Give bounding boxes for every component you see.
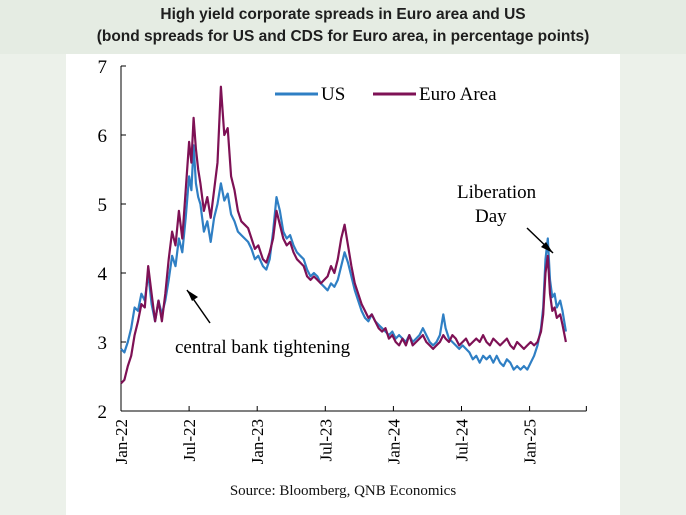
- legend-label-us: US: [321, 84, 345, 105]
- x-tick-label: Jul-22: [180, 419, 199, 462]
- x-tick-label: Jan-22: [112, 419, 131, 464]
- series-line-us: [120, 144, 567, 371]
- y-tick-label: 4: [98, 264, 108, 285]
- chart-subtitle: (bond spreads for US and CDS for Euro ar…: [96, 28, 590, 45]
- liberation-day-arrowhead: [541, 242, 553, 253]
- y-tick-label: 6: [98, 126, 108, 147]
- chart-title: High yield corporate spreads in Euro are…: [160, 6, 526, 23]
- chart-series: [120, 85, 567, 385]
- annotation-day: Day: [475, 206, 507, 227]
- y-tick-label: 5: [98, 195, 108, 216]
- title-banner: High yield corporate spreads in Euro are…: [0, 0, 686, 54]
- x-tick-label: Jan-24: [384, 419, 403, 465]
- y-tick-label: 3: [98, 333, 108, 354]
- left-margin-panel: [0, 54, 66, 515]
- chart-annotations: central bank tightening Liberation Day: [175, 182, 554, 358]
- x-tick-label: Jan-25: [521, 419, 540, 464]
- x-tick-label: Jul-24: [453, 419, 472, 462]
- y-tick-label: 7: [98, 57, 108, 78]
- x-tick-label: Jul-23: [316, 419, 335, 462]
- series-line-euro-area: [120, 85, 567, 385]
- annotation-central-bank-tightening: central bank tightening: [175, 337, 351, 358]
- y-tick-label: 2: [98, 402, 108, 423]
- source-note: Source: Bloomberg, QNB Economics: [229, 483, 457, 499]
- chart-legend: US Euro Area: [275, 84, 497, 105]
- x-tick-label: Jan-23: [248, 419, 267, 464]
- tightening-arrowhead: [187, 290, 198, 301]
- right-margin-panel: [620, 54, 686, 515]
- annotation-liberation: Liberation: [457, 182, 537, 203]
- legend-label-euro-area: Euro Area: [419, 84, 497, 105]
- chart-axes: 2 3 4 5 6 7 Jan-22 Jul-22 Jan-23 Jul-23 Jan-24 Jul-…: [98, 57, 587, 464]
